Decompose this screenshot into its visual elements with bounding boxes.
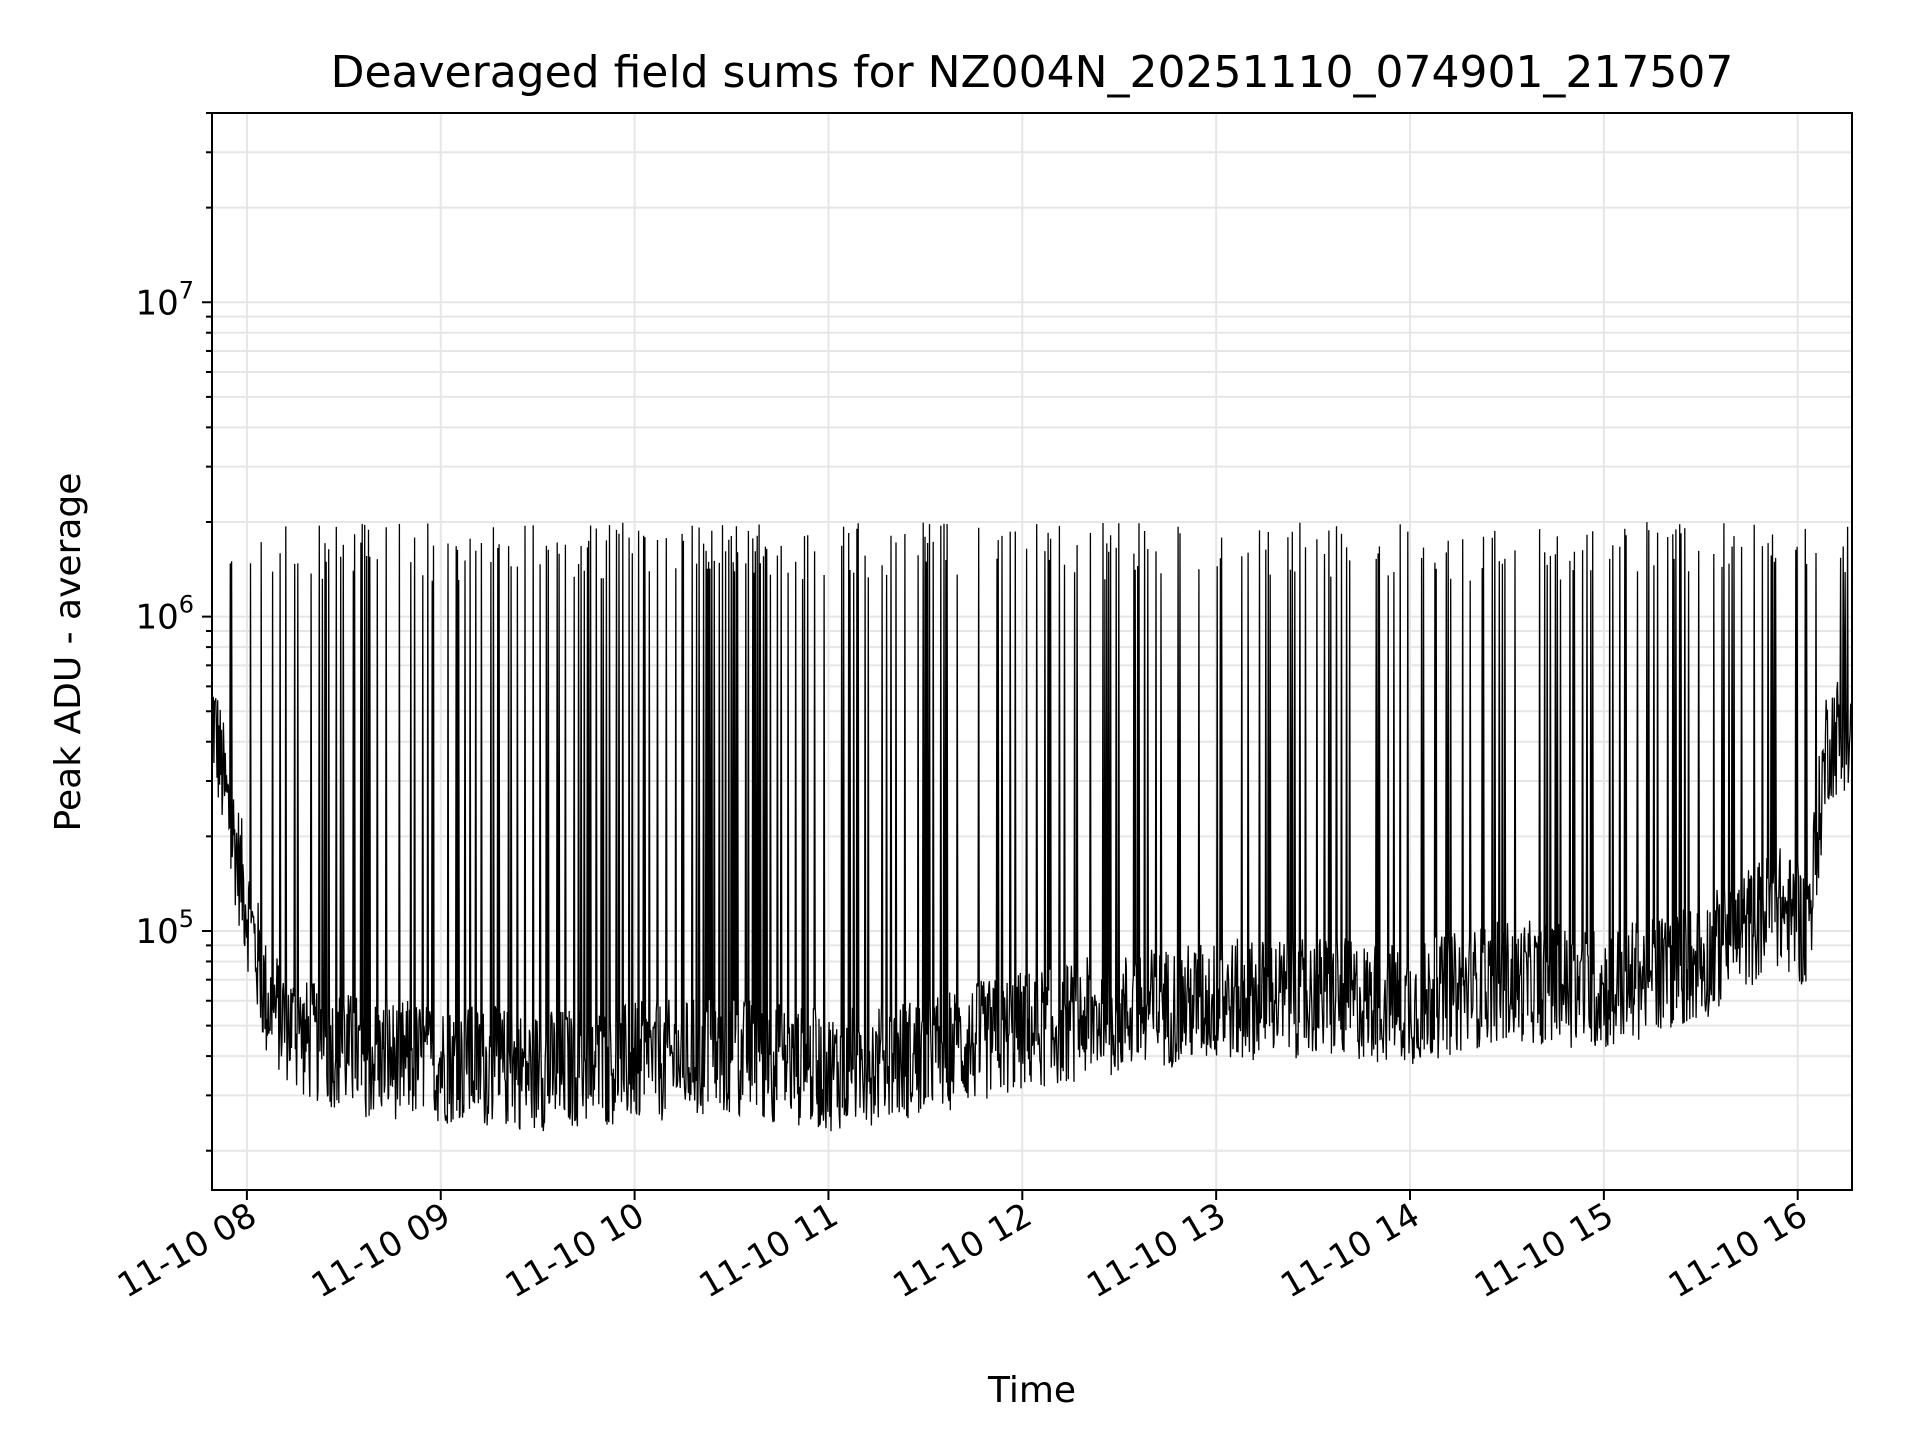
plot-lines — [211, 522, 1853, 1132]
x-tick-label: 11-10 11 — [693, 1195, 845, 1306]
x-axis-label: Time — [987, 1370, 1076, 1411]
x-tick-label: 11-10 13 — [1080, 1195, 1232, 1306]
x-tick-label: 11-10 15 — [1468, 1195, 1620, 1306]
y-tick-label: 105 — [135, 905, 194, 952]
x-ticks: 11-10 08 11-10 09 11-10 10 11-10 11 11-10 12… — [111, 1190, 1814, 1306]
series-line — [211, 522, 1853, 1132]
y-tick-label-base: 10 — [135, 283, 178, 323]
y-tick-label-exp: 5 — [179, 905, 194, 933]
x-tick-label: 11-10 10 — [499, 1195, 651, 1306]
y-axis-label: Peak ADU - average — [48, 473, 89, 832]
y-tick-label-exp: 6 — [179, 591, 194, 619]
plot-frame — [211, 112, 1853, 1191]
y-tick-label: 106 — [135, 591, 194, 638]
x-tick-label: 11-10 16 — [1662, 1195, 1814, 1306]
y-tick-label-exp: 7 — [179, 276, 194, 304]
chart-title: Deaveraged field sums for NZ004N_2025111… — [331, 47, 1734, 98]
y-tick-label: 107 — [135, 276, 194, 323]
x-tick-label: 11-10 12 — [886, 1195, 1038, 1306]
x-tick-label: 11-10 08 — [111, 1195, 263, 1306]
x-tick-label: 11-10 09 — [305, 1195, 457, 1306]
x-tick-label: 11-10 14 — [1274, 1195, 1426, 1306]
y-tick-label-base: 10 — [135, 598, 178, 638]
y-tick-label-base: 10 — [135, 912, 178, 952]
